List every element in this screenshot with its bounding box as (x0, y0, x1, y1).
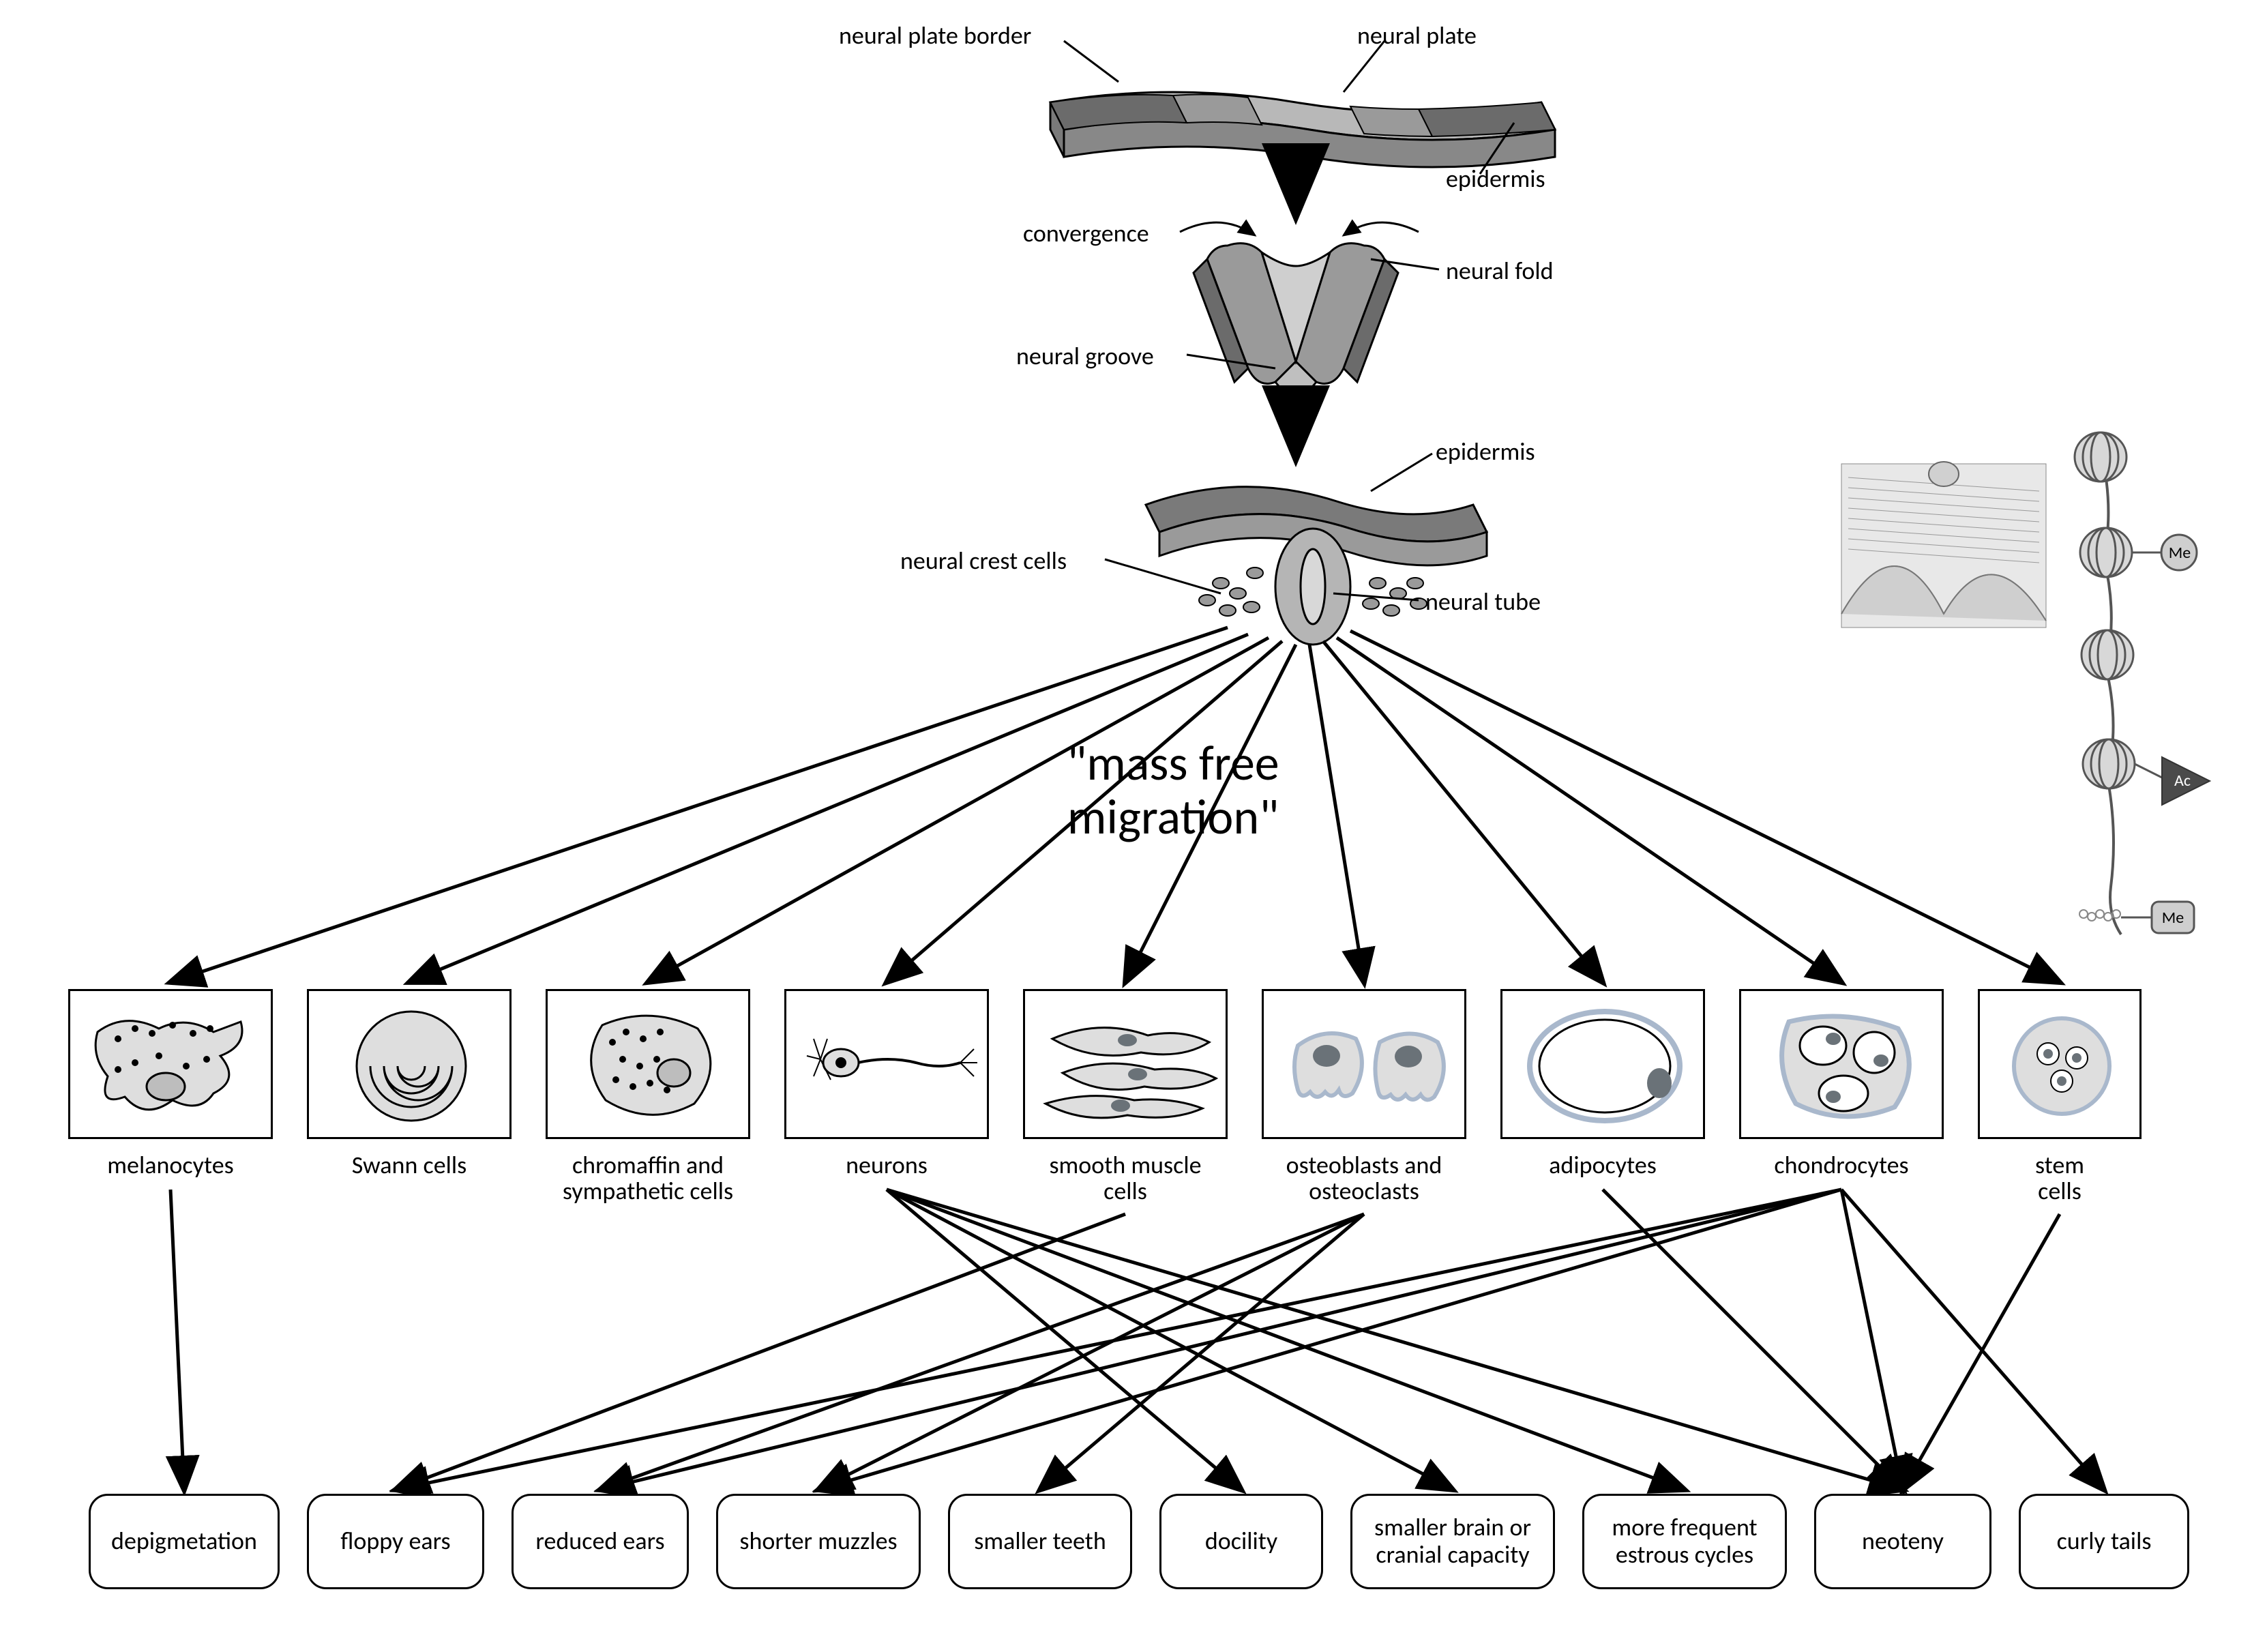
cell-label-chondro: chondrocytes (1739, 1153, 1944, 1179)
me-badge-1: Me (2167, 544, 2192, 561)
label-neural-crest-cells: neural crest cells (900, 546, 1067, 576)
cell-label-smooth: smooth muscle cells (1023, 1153, 1228, 1205)
cell-box-adipo (1500, 989, 1705, 1139)
outcome-muzzle: shorter muzzles (716, 1494, 921, 1589)
outcome-neoteny: neoteny (1814, 1494, 1991, 1589)
epigenetic-sidebar (1841, 432, 2210, 934)
cell-box-neurons (784, 989, 989, 1139)
outcome-curly: curly tails (2019, 1494, 2189, 1589)
edges-cells-to-outcomes (171, 1190, 2104, 1490)
cell-box-swann (307, 989, 512, 1139)
cell-box-stem (1978, 989, 2142, 1139)
cell-label-osteo: osteoblasts and osteoclasts (1262, 1153, 1466, 1205)
outcome-estrous: more frequent estrous cycles (1582, 1494, 1787, 1589)
outcome-docility: docility (1159, 1494, 1323, 1589)
stage1-neural-plate (1050, 92, 1555, 167)
cell-label-adipo: adipocytes (1500, 1153, 1705, 1179)
cell-box-chromaffin (546, 989, 750, 1139)
outcome-brain: smaller brain or cranial capacity (1350, 1494, 1555, 1589)
label-convergence: convergence (1023, 218, 1149, 248)
migration-label: "mass free migration" (1043, 737, 1303, 844)
cell-box-melanocytes (68, 989, 273, 1139)
cell-box-chondro (1739, 989, 1944, 1139)
outcome-reduced: reduced ears (512, 1494, 689, 1589)
cell-label-swann: Swann cells (307, 1153, 512, 1179)
label-neural-groove: neural groove (1016, 341, 1154, 371)
label-epidermis-top: epidermis (1446, 164, 1545, 194)
stage3-neural-tube (1146, 487, 1487, 645)
label-neural-tube: neural tube (1425, 587, 1541, 617)
label-neural-plate: neural plate (1357, 20, 1477, 50)
label-epidermis-mid: epidermis (1436, 437, 1535, 467)
outcome-teeth: smaller teeth (948, 1494, 1132, 1589)
label-neural-fold: neural fold (1446, 256, 1554, 286)
cell-label-stem: stem cells (1978, 1153, 2142, 1205)
cell-box-smooth (1023, 989, 1228, 1139)
cell-box-osteo (1262, 989, 1466, 1139)
outcome-floppy: floppy ears (307, 1494, 484, 1589)
ac-badge: Ac (2170, 772, 2195, 788)
label-neural-plate-border: neural plate border (839, 20, 1031, 50)
cell-label-neurons: neurons (784, 1153, 989, 1179)
cell-label-melanocytes: melanocytes (68, 1153, 273, 1179)
me-badge-2: Me (2161, 909, 2185, 926)
stage2-neural-fold (1194, 244, 1398, 396)
outcome-depig: depigmetation (89, 1494, 280, 1589)
cell-label-chromaffin: chromaffin and sympathetic cells (546, 1153, 750, 1205)
